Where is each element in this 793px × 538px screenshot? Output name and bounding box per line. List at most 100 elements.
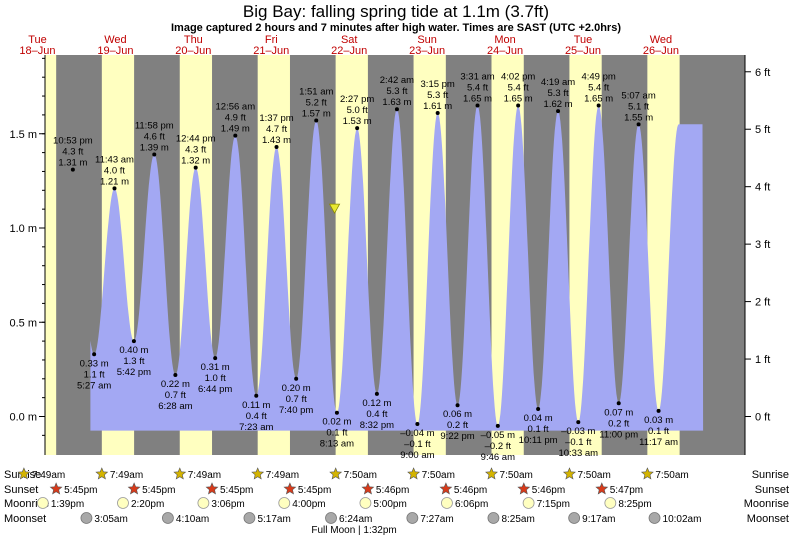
sunset-star-icon (49, 482, 63, 495)
low-tide-time: 7:23 am (239, 422, 273, 433)
low-tide-metres: 0.20 m (282, 383, 311, 394)
high-tide-point (193, 165, 198, 170)
low-tide-feet: 0.4 ft (366, 409, 387, 420)
low-tide-time: 5:42 pm (117, 367, 151, 378)
low-tide-time: 8:13 am (320, 439, 354, 450)
day-date: 23–Jun (409, 45, 445, 57)
low-tide-metres: 0.31 m (201, 362, 230, 373)
low-tide-time: 9:46 am (481, 452, 515, 463)
low-tide-feet: 0.7 ft (286, 394, 307, 405)
low-tide-point (415, 422, 420, 427)
y-tick-label-ft: 4 ft (755, 182, 770, 194)
sunset-time: 5:46pm (454, 485, 487, 496)
high-tide-time: 3:15 pm (421, 79, 455, 90)
moonrise-icon (441, 497, 453, 509)
high-tide-metres: 1.43 m (262, 135, 291, 146)
moonset-time: 5:17am (257, 514, 290, 525)
low-tide-feet: 0.2 ft (447, 420, 468, 431)
sunset-time: 5:45pm (64, 485, 97, 496)
high-tide-point (112, 186, 117, 191)
day-of-week: Mon (494, 34, 515, 46)
y-tick-label-ft: 2 ft (755, 297, 770, 309)
high-tide-time: 1:51 am (299, 87, 333, 98)
high-tide-time: 3:31 am (460, 71, 494, 82)
y-tick-label-ft: 3 ft (755, 239, 770, 251)
low-tide-point (131, 339, 136, 344)
sunrise-time: 7:49am (266, 470, 299, 481)
moonset-icon (243, 512, 256, 524)
high-tide-time: 2:27 pm (340, 94, 374, 105)
low-tide-time: 9:00 am (400, 450, 434, 461)
high-tide-time: 4:19 am (541, 77, 575, 88)
y-tick-label-m: 1.0 m (9, 223, 37, 235)
row-label-left-sunset: Sunset (4, 484, 38, 496)
high-tide-time: 12:56 am (216, 102, 256, 113)
sunrise-star-icon (407, 467, 421, 480)
high-tide-time: 12:44 pm (176, 134, 216, 145)
high-tide-time: 4:49 pm (581, 71, 615, 82)
high-tide-feet: 5.1 ft (628, 101, 649, 112)
low-tide-time: 9:22 pm (440, 431, 474, 442)
moonrise-time: 8:25pm (618, 499, 651, 510)
low-tide-feet: 1.0 ft (205, 373, 226, 384)
low-tide-metres: 0.07 m (604, 407, 633, 418)
low-tide-feet: –0.1 ft (404, 439, 431, 450)
sunrise-star-icon (485, 467, 498, 480)
moonrise-icon (604, 497, 617, 509)
low-tide-metres: 0.04 m (524, 413, 553, 424)
low-tide-feet: 1.3 ft (123, 356, 144, 367)
low-tide-metres: 0.03 m (644, 415, 673, 426)
moonset-icon (406, 512, 419, 524)
moonrise-time: 3:06pm (211, 499, 244, 510)
y-tick-label-ft: 6 ft (755, 67, 770, 79)
moonrise-icon (117, 497, 129, 509)
moonrise-time: 5:00pm (373, 499, 406, 510)
y-tick-label-ft: 1 ft (755, 354, 770, 366)
sunset-star-icon (205, 482, 219, 495)
moonset-icon (487, 512, 500, 524)
moonrise-time: 4:00pm (292, 499, 325, 510)
moonset-icon (80, 512, 93, 524)
low-tide-point (536, 406, 541, 411)
sunrise-star-icon (329, 467, 343, 480)
low-tide-point (576, 420, 581, 425)
row-label-right-sunrise: Sunrise (752, 469, 789, 481)
low-tide-point (213, 356, 218, 361)
low-tide-metres: –0.04 m (400, 428, 434, 439)
sunrise-time: 7:50am (577, 470, 610, 481)
low-tide-metres: 0.33 m (80, 358, 109, 369)
sunrise-star-icon (251, 467, 265, 480)
low-tide-metres: 0.12 m (362, 398, 391, 409)
day-of-week: Sat (341, 34, 358, 46)
high-tide-time: 4:02 pm (501, 71, 535, 82)
low-tide-metres: 0.11 m (242, 400, 270, 411)
y-tick-label-ft: 5 ft (755, 124, 770, 136)
sunset-time: 5:45pm (298, 485, 331, 496)
high-tide-feet: 4.3 ft (62, 147, 83, 158)
high-tide-feet: 5.4 ft (588, 82, 609, 93)
low-tide-time: 6:28 am (158, 401, 192, 412)
sunset-time: 5:46pm (532, 485, 565, 496)
low-tide-feet: 0.1 ft (648, 426, 669, 437)
sunrise-time: 7:49am (32, 470, 65, 481)
high-tide-point (394, 107, 399, 112)
full-moon-label: Full Moon | 1:32pm (311, 525, 396, 536)
low-tide-feet: 1.1 ft (84, 369, 105, 380)
day-date: 25–Jun (565, 45, 601, 57)
low-tide-feet: 0.4 ft (246, 411, 267, 422)
moonset-time: 6:24am (339, 514, 372, 525)
high-tide-metres: 1.65 m (584, 93, 613, 104)
high-tide-feet: 5.3 ft (547, 88, 568, 99)
high-tide-point (556, 109, 561, 114)
high-tide-time: 2:42 am (380, 75, 414, 86)
day-date: 26–Jun (643, 45, 679, 57)
high-tide-metres: 1.62 m (544, 99, 573, 110)
row-label-left-moonset: Moonset (4, 513, 46, 525)
sunrise-star-icon (562, 467, 576, 480)
day-date: 19–Jun (97, 45, 133, 57)
sunrise-time: 7:50am (655, 470, 688, 481)
sunset-star-icon (517, 482, 531, 495)
low-tide-time: 8:32 pm (360, 420, 394, 431)
sunset-star-icon (283, 482, 297, 495)
